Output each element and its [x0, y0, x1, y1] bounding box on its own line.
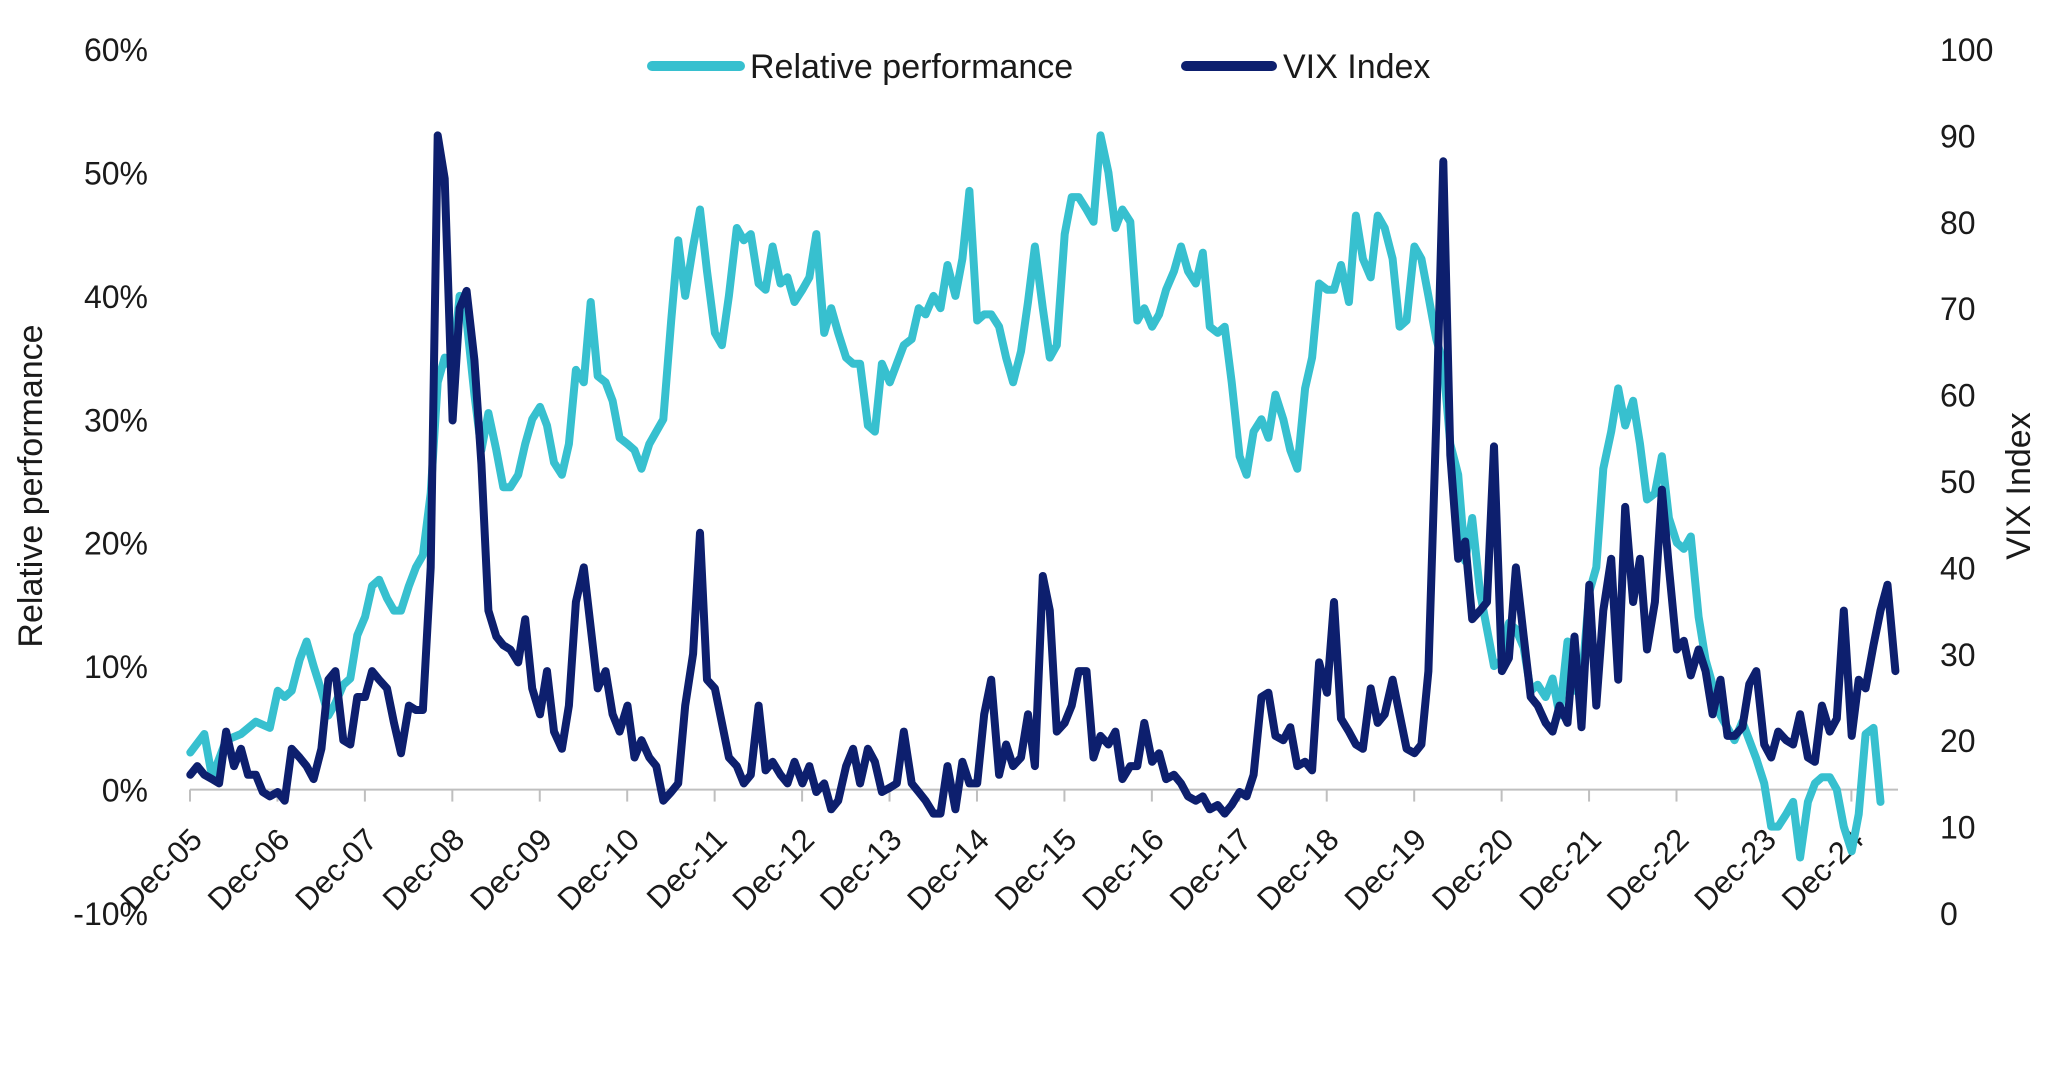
x-tick-label: Dec-23	[1687, 822, 1782, 917]
right-y-tick-label: 60	[1940, 378, 1976, 414]
x-tick-label: Dec-08	[376, 822, 471, 917]
x-tick-label: Dec-21	[1513, 822, 1608, 917]
right-y-tick-label: 80	[1940, 205, 1976, 241]
x-tick-label: Dec-18	[1250, 822, 1345, 917]
x-axis-labels: Dec-05Dec-06Dec-07Dec-08Dec-09Dec-10Dec-…	[114, 822, 1871, 917]
right-y-tick-label: 100	[1940, 32, 1993, 68]
x-tick-label: Dec-10	[551, 822, 646, 917]
left-y-axis-title: Relative performance	[12, 324, 50, 647]
left-y-tick-label: -10%	[73, 896, 148, 932]
x-tick-label: Dec-17	[1163, 822, 1258, 917]
left-y-tick-label: 20%	[84, 526, 148, 562]
right-y-tick-label: 20	[1940, 723, 1976, 759]
x-tick-label: Dec-15	[988, 822, 1083, 917]
x-tick-label: Dec-07	[288, 822, 383, 917]
x-tick-label: Dec-14	[901, 822, 996, 917]
series-line-relative-performance	[186, 131, 1885, 862]
left-y-tick-label: 10%	[84, 649, 148, 685]
right-y-tick-label: 40	[1940, 550, 1976, 586]
right-y-tick-label: 10	[1940, 810, 1976, 846]
x-tick-label: Dec-19	[1338, 822, 1433, 917]
right-y-tick-label: 30	[1940, 637, 1976, 673]
left-y-tick-label: 60%	[84, 32, 148, 68]
right-y-axis-title: VIX Index	[2000, 412, 2038, 559]
series-line-vix-index	[186, 131, 1900, 818]
x-tick-label: Dec-22	[1600, 822, 1695, 917]
legend-label-relative-performance: Relative performance	[750, 48, 1073, 86]
left-y-axis: 60% 50% 40% 30% 20% 10% 0% -10%	[73, 32, 148, 932]
x-tick-label: Dec-09	[463, 822, 558, 917]
left-y-tick-label: 40%	[84, 279, 148, 315]
x-tick-label: Dec-12	[726, 822, 821, 917]
x-tick-label: Dec-11	[640, 822, 734, 916]
x-tick-label: Dec-05	[114, 822, 209, 917]
right-y-tick-label: 70	[1940, 291, 1976, 327]
legend-label-vix-index: VIX Index	[1283, 48, 1430, 86]
right-y-tick-label: 90	[1940, 118, 1976, 154]
legend: Relative performance VIX Index	[647, 48, 1430, 86]
left-y-tick-label: 0%	[102, 773, 148, 809]
series-layer	[186, 131, 1900, 862]
left-y-tick-label: 50%	[84, 155, 148, 191]
right-y-tick-label: 0	[1940, 896, 1958, 932]
right-y-tick-label: 50	[1940, 464, 1976, 500]
x-axis-ticks	[189, 789, 1853, 802]
left-y-tick-label: 30%	[84, 402, 148, 438]
x-tick-label: Dec-13	[813, 822, 908, 917]
x-tick-label: Dec-20	[1425, 822, 1520, 917]
x-tick-label: Dec-06	[201, 822, 296, 917]
x-tick-label: Dec-16	[1075, 822, 1170, 917]
